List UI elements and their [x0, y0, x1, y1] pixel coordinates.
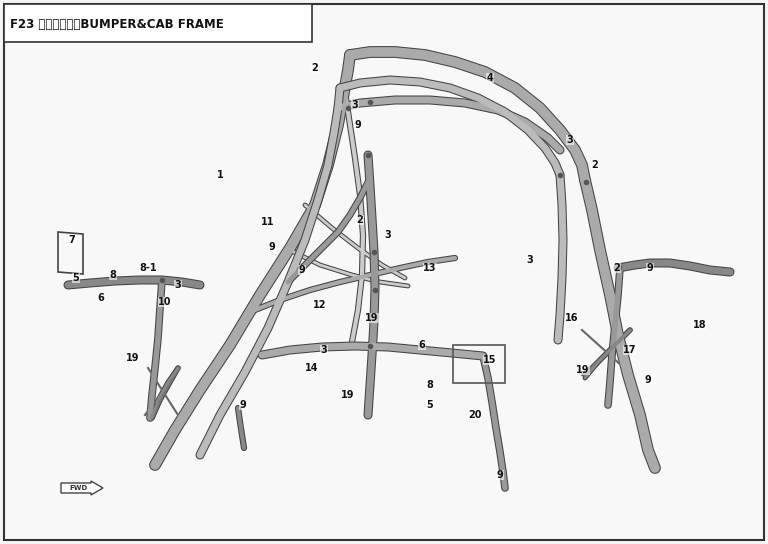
Bar	[453, 345, 505, 383]
Text: 12: 12	[313, 300, 326, 310]
Text: 15: 15	[483, 355, 497, 365]
Text: 19: 19	[126, 353, 140, 363]
Text: FWD: FWD	[69, 485, 87, 491]
Text: 19: 19	[341, 390, 355, 400]
Text: 5: 5	[427, 400, 433, 410]
Text: 9: 9	[644, 375, 651, 385]
FancyArrow shape	[61, 481, 103, 495]
Text: 16: 16	[565, 313, 579, 323]
Text: 2: 2	[356, 215, 363, 225]
Text: 2: 2	[591, 160, 598, 170]
Text: 9: 9	[299, 265, 306, 275]
Text: 9: 9	[269, 242, 276, 252]
Text: 20: 20	[468, 410, 482, 420]
Text: 5: 5	[73, 273, 79, 283]
Text: 6: 6	[419, 340, 425, 350]
Text: 9: 9	[497, 470, 503, 480]
Text: 2: 2	[614, 263, 621, 273]
Text: 17: 17	[624, 345, 637, 355]
Text: 3: 3	[385, 230, 392, 240]
Text: 11: 11	[261, 217, 275, 227]
Text: 3: 3	[527, 255, 533, 265]
Text: 3: 3	[320, 345, 327, 355]
Text: 9: 9	[240, 400, 247, 410]
Text: 1: 1	[217, 170, 223, 180]
Text: 3: 3	[567, 135, 574, 145]
Text: 4: 4	[487, 73, 493, 83]
Bar	[4, 4, 312, 42]
Text: 18: 18	[694, 320, 707, 330]
Text: 14: 14	[305, 363, 319, 373]
Text: 9: 9	[355, 120, 362, 130]
Text: 10: 10	[158, 297, 172, 307]
Text: 8: 8	[110, 270, 117, 280]
Text: 8-1: 8-1	[139, 263, 157, 273]
Text: 3: 3	[174, 280, 181, 290]
Text: 2: 2	[312, 63, 319, 73]
Text: 3: 3	[352, 100, 359, 110]
Text: 19: 19	[366, 313, 379, 323]
Text: 19: 19	[576, 365, 590, 375]
Text: 6: 6	[98, 293, 104, 303]
Text: 7: 7	[68, 235, 75, 245]
Text: F23 保险杆、顶棖BUMPER&CAB FRAME: F23 保险杆、顶棖BUMPER&CAB FRAME	[10, 18, 223, 32]
Text: 9: 9	[647, 263, 654, 273]
Text: 8: 8	[426, 380, 433, 390]
Text: 13: 13	[423, 263, 437, 273]
